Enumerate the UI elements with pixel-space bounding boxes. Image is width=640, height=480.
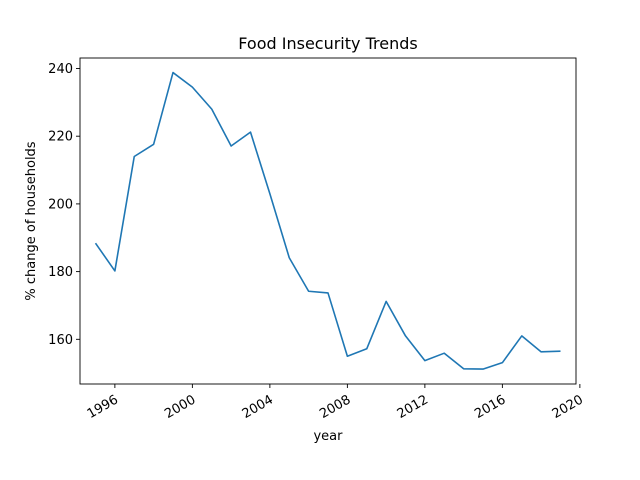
y-tick-label: 180	[48, 265, 73, 280]
y-tick-label: 200	[48, 197, 73, 212]
x-tick-label: 2004	[240, 392, 276, 422]
y-tick-label: 220	[48, 130, 73, 145]
x-tick-label: 1996	[85, 392, 121, 422]
x-tick-label: 2020	[550, 392, 586, 422]
y-tick-label: 160	[48, 333, 73, 348]
x-axis-label: year	[313, 429, 343, 444]
x-tick-label: 2000	[162, 392, 198, 422]
plot-area: 160 180 200 220 240 1996 2000 2004 2008 2012 2016 2…	[48, 57, 586, 422]
y-tick-label: 240	[48, 62, 73, 77]
x-tick-label: 2016	[472, 392, 508, 422]
series-line-0	[94, 71, 561, 370]
y-axis-label: % change of households	[24, 141, 39, 300]
plot-frame	[79, 57, 577, 385]
chart-title: Food Insecurity Trends	[238, 34, 417, 53]
x-tick-label: 2008	[317, 392, 353, 422]
x-tick-label: 2012	[395, 392, 431, 422]
